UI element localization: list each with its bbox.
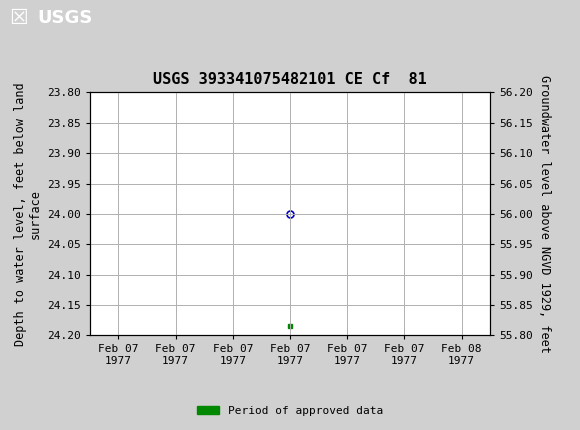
- Legend: Period of approved data: Period of approved data: [193, 401, 387, 420]
- Text: USGS: USGS: [38, 9, 93, 27]
- Title: USGS 393341075482101 CE Cf  81: USGS 393341075482101 CE Cf 81: [153, 72, 427, 87]
- Y-axis label: Depth to water level, feet below land
surface: Depth to water level, feet below land su…: [13, 82, 42, 346]
- Y-axis label: Groundwater level above NGVD 1929, feet: Groundwater level above NGVD 1929, feet: [538, 75, 552, 353]
- Text: ☒: ☒: [9, 8, 27, 28]
